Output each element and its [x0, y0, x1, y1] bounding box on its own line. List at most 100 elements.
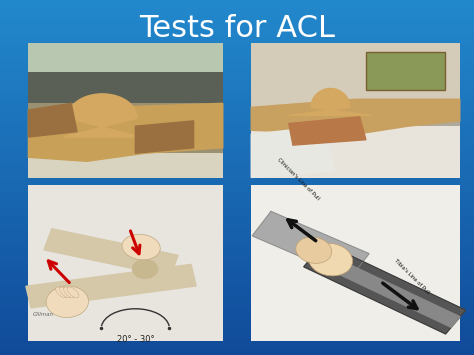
Bar: [0, 25, 474, 27]
Bar: [0, 114, 474, 115]
Bar: [0, 270, 474, 272]
Bar: [0, 62, 474, 64]
Bar: [0, 341, 474, 343]
Bar: [0, 121, 474, 122]
Bar: [0, 316, 474, 318]
Bar: [0, 298, 474, 300]
Bar: [251, 185, 460, 341]
Ellipse shape: [296, 237, 332, 263]
Bar: [0, 238, 474, 240]
Bar: [0, 190, 474, 192]
Bar: [0, 256, 474, 257]
Bar: [0, 142, 474, 144]
Bar: [0, 188, 474, 190]
Bar: [0, 66, 474, 67]
Bar: [0, 5, 474, 7]
Bar: [0, 218, 474, 220]
Bar: [0, 117, 474, 119]
Bar: [0, 144, 474, 146]
Polygon shape: [26, 264, 196, 308]
Bar: [0, 41, 474, 43]
Bar: [0, 73, 474, 75]
Bar: [0, 215, 474, 217]
Bar: [0, 89, 474, 91]
Bar: [0, 241, 474, 243]
Bar: [0, 335, 474, 337]
Text: Clinician's Line of Pull: Clinician's Line of Pull: [276, 157, 320, 201]
Bar: [0, 192, 474, 193]
Polygon shape: [304, 243, 465, 334]
Polygon shape: [136, 121, 193, 153]
Bar: [0, 37, 474, 39]
Bar: [0, 181, 474, 183]
Bar: [0, 275, 474, 277]
Bar: [0, 51, 474, 53]
Bar: [0, 162, 474, 163]
Bar: [0, 153, 474, 154]
Circle shape: [133, 260, 157, 278]
Bar: [0, 186, 474, 188]
Bar: [0, 201, 474, 202]
Bar: [0, 170, 474, 172]
Bar: [0, 146, 474, 147]
Bar: [0, 282, 474, 284]
Bar: [0, 234, 474, 236]
Bar: [0, 11, 474, 12]
Bar: [0, 30, 474, 32]
Bar: [0, 233, 474, 234]
Bar: [0, 295, 474, 296]
Bar: [0, 245, 474, 247]
Bar: [0, 43, 474, 44]
Bar: [0, 339, 474, 341]
Bar: [0, 92, 474, 94]
Bar: [0, 71, 474, 73]
Ellipse shape: [122, 234, 160, 260]
Bar: [0, 307, 474, 309]
Bar: [0, 110, 474, 112]
Bar: [0, 280, 474, 282]
Bar: [0, 302, 474, 304]
Bar: [28, 43, 223, 72]
Bar: [0, 122, 474, 124]
Bar: [0, 80, 474, 82]
Bar: [0, 220, 474, 222]
Bar: [0, 217, 474, 218]
Polygon shape: [44, 229, 178, 276]
Bar: [0, 185, 474, 186]
Bar: [0, 279, 474, 280]
Bar: [0, 130, 474, 131]
Bar: [0, 323, 474, 325]
Bar: [0, 305, 474, 307]
Bar: [0, 36, 474, 37]
Bar: [0, 76, 474, 78]
Text: Lachman's: Lachman's: [38, 43, 137, 61]
Bar: [366, 52, 445, 90]
Bar: [0, 351, 474, 353]
Bar: [0, 21, 474, 23]
Bar: [0, 300, 474, 302]
Bar: [0, 209, 474, 211]
Bar: [0, 328, 474, 330]
Bar: [0, 46, 474, 48]
Bar: [0, 115, 474, 117]
Bar: [0, 87, 474, 89]
Bar: [0, 197, 474, 199]
Bar: [0, 140, 474, 142]
Bar: [0, 78, 474, 80]
Bar: [0, 247, 474, 248]
Bar: [0, 57, 474, 59]
Polygon shape: [28, 103, 223, 161]
Text: Gillman: Gillman: [33, 312, 54, 317]
Bar: [0, 99, 474, 101]
Bar: [0, 225, 474, 227]
Bar: [0, 224, 474, 225]
Text: Tests for ACL: Tests for ACL: [139, 14, 335, 43]
Bar: [0, 268, 474, 270]
Bar: [0, 101, 474, 103]
Bar: [0, 12, 474, 14]
Bar: [0, 167, 474, 169]
Bar: [0, 16, 474, 18]
Bar: [0, 318, 474, 320]
Bar: [0, 348, 474, 350]
Bar: [0, 151, 474, 153]
